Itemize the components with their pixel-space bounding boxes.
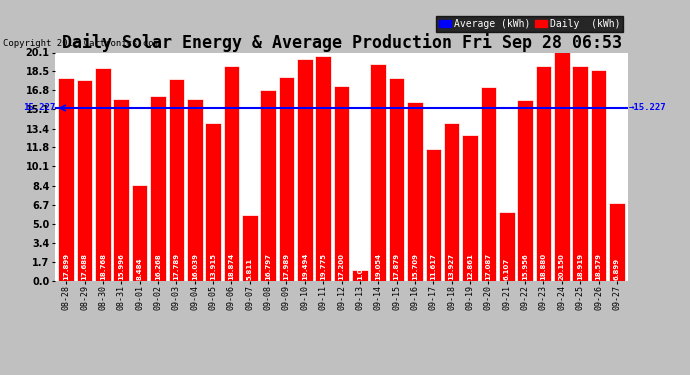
Bar: [59, 78, 74, 281]
Bar: [499, 212, 515, 281]
Bar: [573, 66, 588, 281]
Text: 18.874: 18.874: [228, 252, 235, 279]
Text: 17.899: 17.899: [63, 252, 69, 279]
Text: 16.039: 16.039: [192, 252, 198, 279]
Text: 8.484: 8.484: [137, 257, 143, 279]
Text: 15.956: 15.956: [522, 253, 528, 279]
Text: Copyright 2012 Cartronics.com: Copyright 2012 Cartronics.com: [3, 39, 159, 48]
Bar: [609, 203, 624, 281]
Bar: [224, 66, 239, 281]
Bar: [315, 56, 331, 281]
Text: 15.709: 15.709: [412, 252, 418, 279]
Bar: [426, 149, 441, 281]
Text: 11.617: 11.617: [431, 252, 436, 279]
Bar: [77, 80, 92, 281]
Text: 6.107: 6.107: [504, 257, 510, 279]
Legend: Average (kWh), Daily  (kWh): Average (kWh), Daily (kWh): [436, 16, 623, 32]
Text: 12.861: 12.861: [467, 253, 473, 279]
Text: 20.150: 20.150: [559, 253, 565, 279]
Bar: [371, 64, 386, 281]
Text: 18.919: 18.919: [577, 252, 583, 279]
Text: 17.200: 17.200: [339, 252, 344, 279]
Text: 1.013: 1.013: [357, 257, 363, 279]
Text: 18.880: 18.880: [540, 252, 546, 279]
Bar: [168, 79, 184, 281]
Bar: [444, 123, 460, 281]
Bar: [150, 96, 166, 281]
Text: →15.227: →15.227: [629, 104, 667, 112]
Text: 13.927: 13.927: [448, 252, 455, 279]
Text: 15.996: 15.996: [118, 253, 124, 279]
Text: 17.688: 17.688: [81, 252, 88, 279]
Bar: [554, 52, 570, 281]
Text: 17.087: 17.087: [485, 252, 491, 279]
Bar: [205, 123, 221, 281]
Text: 19.494: 19.494: [302, 252, 308, 279]
Text: 13.915: 13.915: [210, 252, 216, 279]
Bar: [591, 70, 607, 281]
Bar: [297, 59, 313, 281]
Text: 6.899: 6.899: [614, 257, 620, 279]
Title: Daily Solar Energy & Average Production Fri Sep 28 06:53: Daily Solar Energy & Average Production …: [61, 33, 622, 53]
Bar: [242, 215, 257, 281]
Bar: [389, 78, 404, 281]
Bar: [462, 135, 478, 281]
Text: 18.579: 18.579: [595, 252, 602, 279]
Text: 17.879: 17.879: [393, 252, 400, 279]
Text: 17.989: 17.989: [284, 252, 290, 279]
Bar: [187, 99, 202, 281]
Bar: [260, 90, 276, 281]
Text: 19.054: 19.054: [375, 252, 382, 279]
Bar: [279, 76, 294, 281]
Bar: [518, 100, 533, 281]
Text: 16.797: 16.797: [265, 252, 271, 279]
Text: 5.811: 5.811: [247, 257, 253, 279]
Bar: [334, 86, 349, 281]
Bar: [407, 102, 423, 281]
Bar: [535, 66, 551, 281]
Bar: [132, 185, 148, 281]
Text: 18.768: 18.768: [100, 252, 106, 279]
Text: 15.227: 15.227: [23, 104, 56, 112]
Bar: [352, 270, 368, 281]
Text: 16.268: 16.268: [155, 253, 161, 279]
Text: 17.789: 17.789: [173, 252, 179, 279]
Bar: [95, 68, 110, 281]
Bar: [481, 87, 496, 281]
Text: 19.775: 19.775: [320, 252, 326, 279]
Bar: [113, 99, 129, 281]
